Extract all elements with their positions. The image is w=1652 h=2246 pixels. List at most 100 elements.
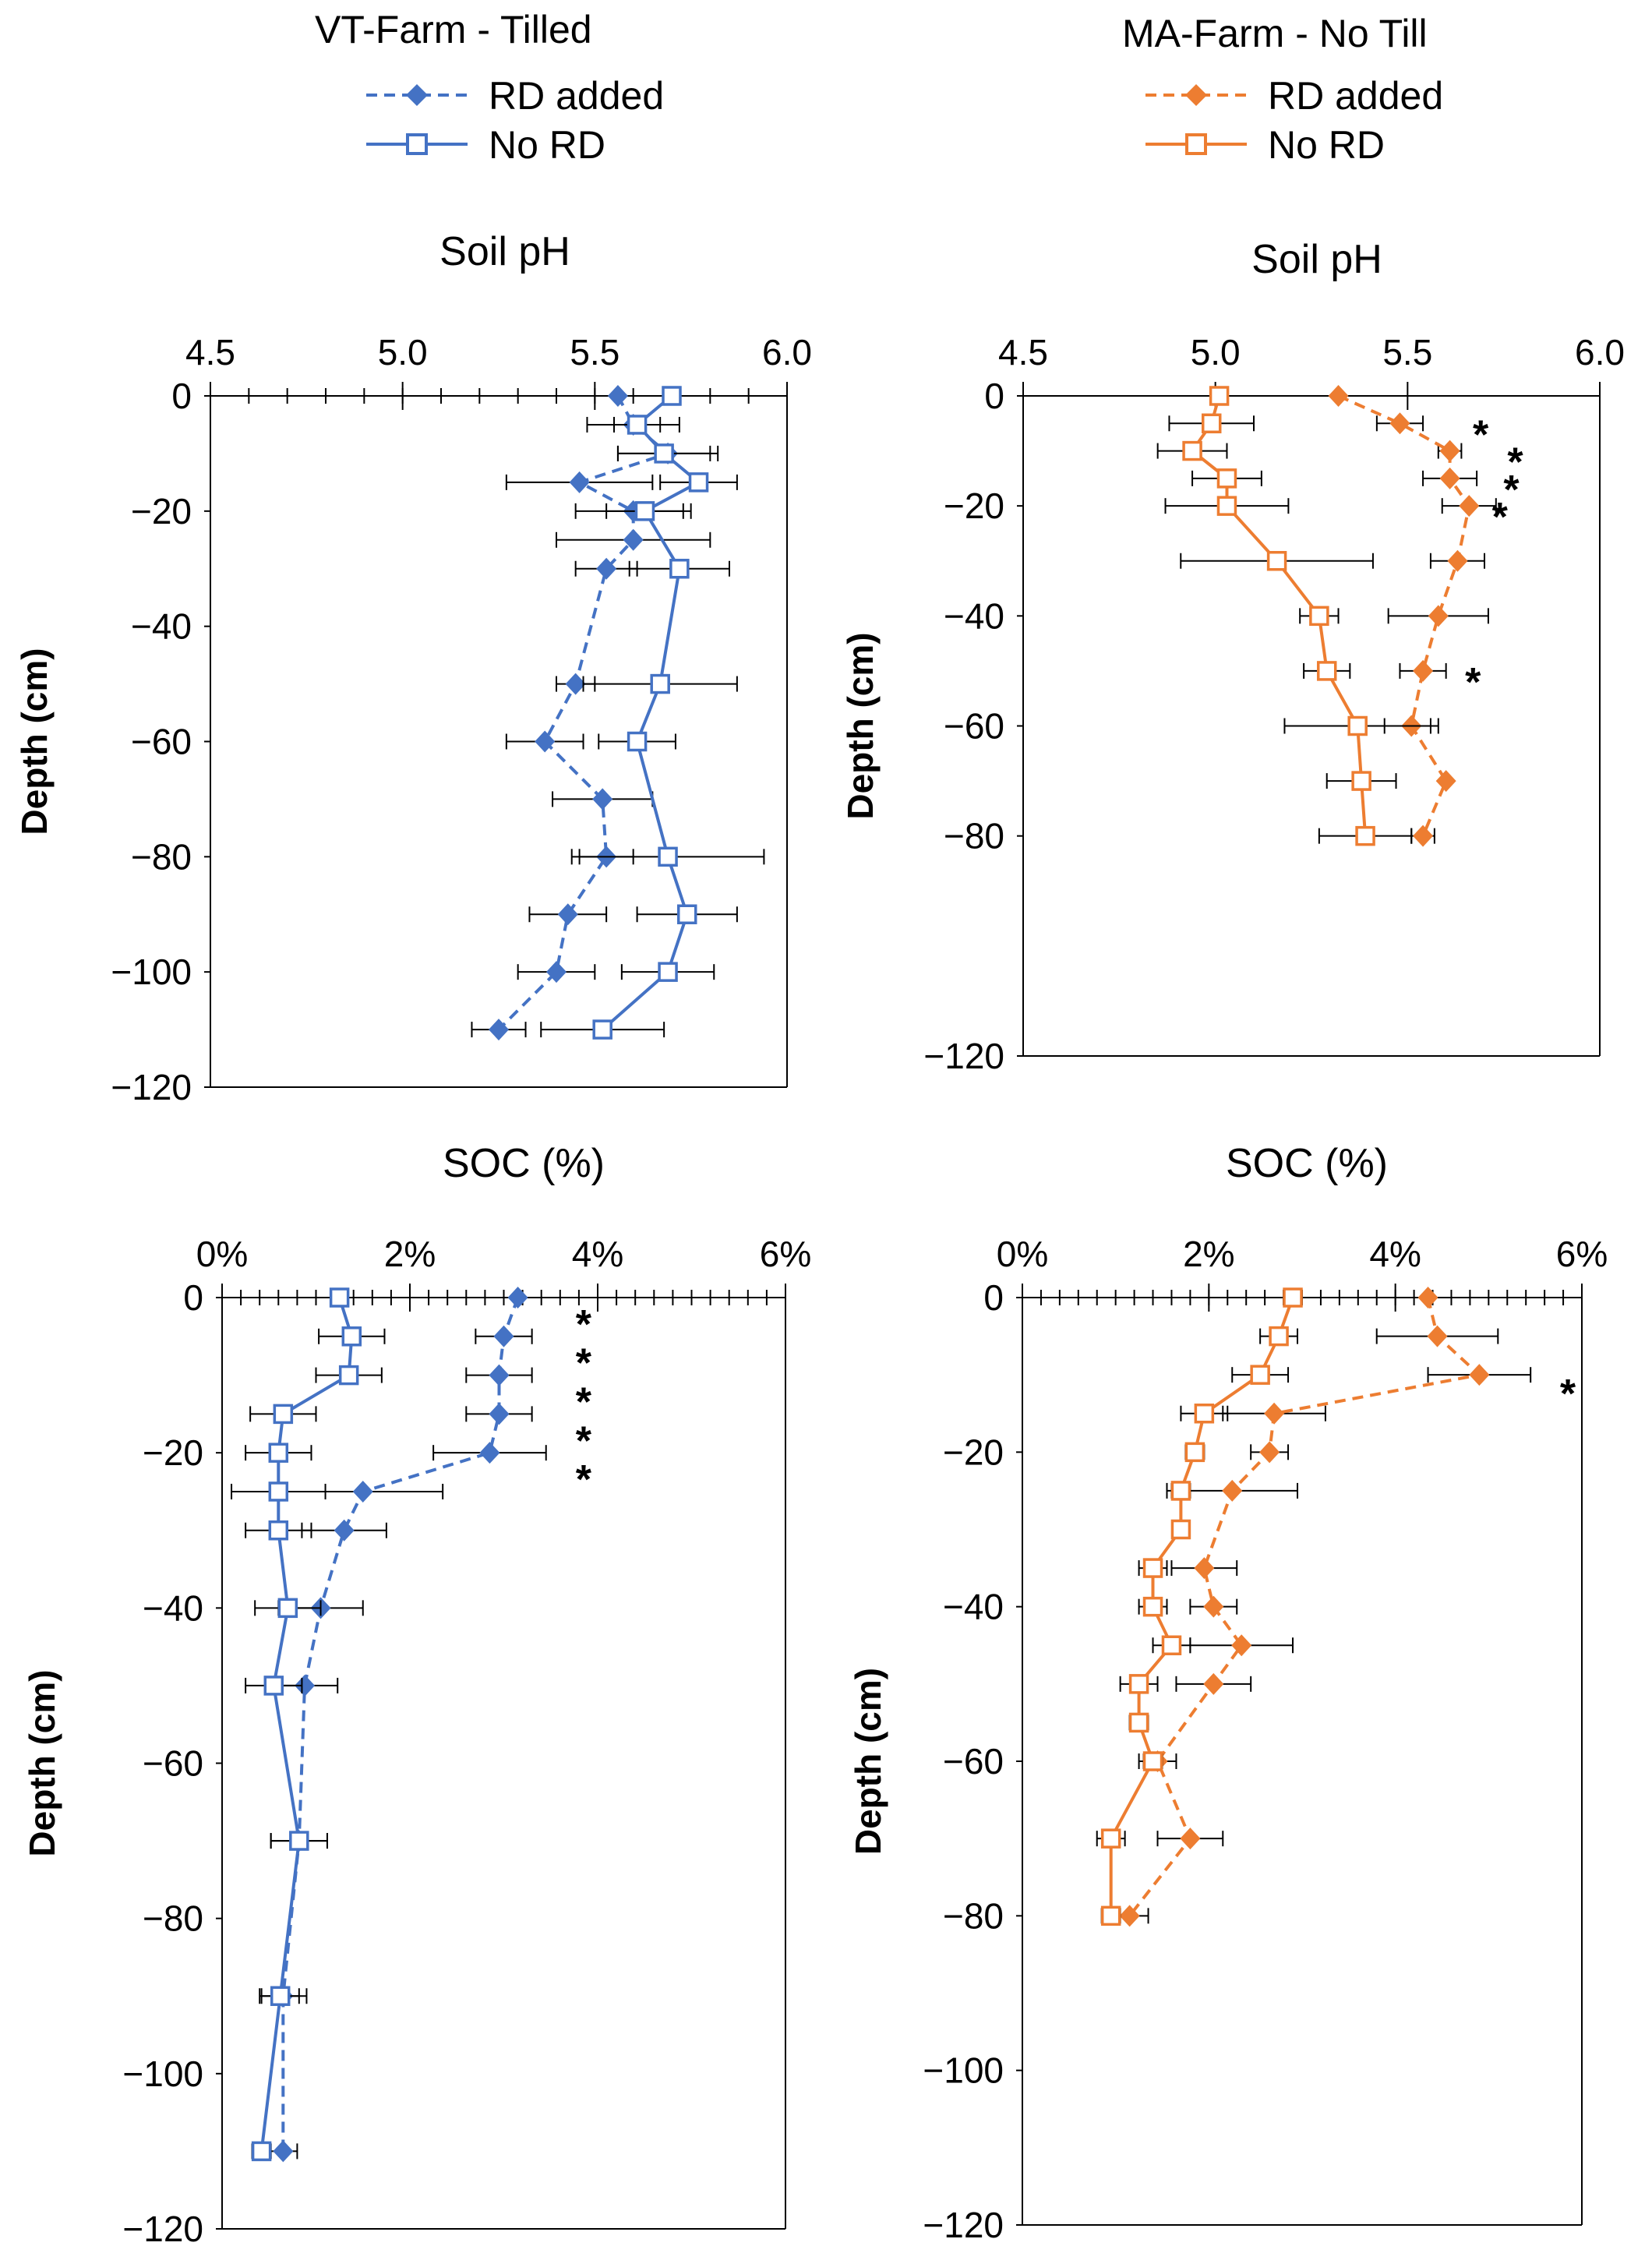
significance-star: * bbox=[576, 1380, 592, 1425]
y-tick-label: −100 bbox=[923, 2050, 1004, 2091]
legend-ma-header: MA-Farm - No Till bbox=[1122, 12, 1428, 55]
y-tick-label: −40 bbox=[944, 595, 1004, 636]
data-point-square bbox=[1269, 1326, 1289, 1347]
data-point-diamond bbox=[565, 673, 586, 695]
data-point-square bbox=[654, 443, 674, 464]
data-point-diamond bbox=[569, 471, 590, 493]
data-point-diamond bbox=[273, 2140, 294, 2163]
data-point-diamond bbox=[1428, 605, 1449, 627]
legend-ma-rd-diamond-icon bbox=[1185, 84, 1207, 106]
data-point-square bbox=[268, 1520, 289, 1541]
legend-vt-rd-swatch bbox=[366, 84, 468, 106]
plot-vt-soc: 0% 2% 4% 6% 0 −20 −40 −60 −80 −100 −120 SOC (%) Dept… bbox=[22, 1141, 811, 2246]
data-point-diamond bbox=[557, 903, 578, 926]
significance-star: * bbox=[576, 1457, 592, 1503]
y-axis-label: Depth (cm) bbox=[840, 632, 881, 819]
x-tick-label: 5.0 bbox=[378, 332, 428, 373]
data-point-square bbox=[277, 1598, 298, 1619]
legend-vt-nord-square-icon bbox=[406, 133, 428, 155]
data-point-diamond bbox=[623, 528, 644, 551]
data-point-diamond bbox=[1459, 495, 1480, 517]
series-rd-added bbox=[259, 1287, 547, 2163]
series-rd-added bbox=[1328, 385, 1497, 847]
data-point-square bbox=[1142, 1558, 1163, 1578]
data-point-square bbox=[270, 1986, 291, 2006]
data-point-square bbox=[1309, 606, 1329, 627]
legend-ma: MA-Farm - No Till RD added No RD bbox=[1122, 12, 1443, 167]
legend-vt-rd-diamond-icon bbox=[406, 84, 428, 106]
legend-ma-nord-square-icon bbox=[1185, 133, 1207, 155]
data-point-square bbox=[1216, 496, 1237, 516]
x-tick-label: 4% bbox=[1369, 1234, 1421, 1274]
x-tick-label: 4% bbox=[572, 1234, 623, 1274]
series-line bbox=[281, 1297, 520, 2152]
series-line bbox=[1190, 395, 1368, 836]
y-tick-label: −100 bbox=[122, 2054, 203, 2094]
data-point-square bbox=[1182, 440, 1202, 461]
data-point-square bbox=[1216, 468, 1237, 489]
data-point-square bbox=[1351, 771, 1371, 791]
chart-title: Soil pH bbox=[1251, 237, 1382, 282]
y-tick-label: −80 bbox=[943, 1895, 1004, 1936]
series-no-rd bbox=[540, 386, 765, 1040]
y-tick-label: −40 bbox=[143, 1587, 203, 1628]
significance-star: * bbox=[576, 1418, 592, 1464]
data-point-square bbox=[289, 1831, 309, 1851]
data-point-square bbox=[627, 415, 648, 435]
data-point-square bbox=[1194, 1404, 1215, 1424]
y-tick-label: −100 bbox=[111, 952, 192, 992]
series-line bbox=[497, 395, 672, 1031]
data-point-diamond bbox=[1119, 1905, 1140, 1927]
x-tick-label: 5.5 bbox=[1382, 332, 1432, 373]
y-tick-label: −20 bbox=[943, 1432, 1004, 1472]
data-point-square bbox=[676, 904, 697, 924]
data-point-square bbox=[1250, 1365, 1270, 1385]
chart-title: SOC (%) bbox=[1226, 1141, 1388, 1186]
data-point-diamond bbox=[1417, 1287, 1438, 1308]
significance-star: * bbox=[1503, 468, 1520, 513]
data-point-square bbox=[1128, 1712, 1149, 1733]
legend-ma-rd-label: RD added bbox=[1268, 74, 1443, 118]
data-point-diamond bbox=[1259, 1441, 1280, 1464]
data-point-square bbox=[1142, 1751, 1163, 1771]
data-point-diamond bbox=[1439, 440, 1460, 462]
data-point-diamond bbox=[1439, 467, 1460, 489]
data-point-square bbox=[1161, 1635, 1182, 1655]
legend-vt-nord-swatch bbox=[366, 133, 468, 155]
x-tick-label: 0% bbox=[196, 1234, 248, 1274]
legend-ma-rd-swatch bbox=[1145, 84, 1247, 106]
plot-vt-soil-ph: 4.5 5.0 5.5 6.0 0 −20 −40 −60 −80 −100 −120 Soil pH… bbox=[14, 229, 812, 1107]
chart-title: SOC (%) bbox=[443, 1141, 605, 1186]
data-point-diamond bbox=[489, 1364, 510, 1386]
data-point-square bbox=[669, 559, 690, 579]
series-line bbox=[1128, 1297, 1483, 1917]
data-point-square bbox=[658, 962, 678, 982]
data-point-diamond bbox=[489, 1019, 509, 1041]
data-point-diamond bbox=[489, 1403, 510, 1425]
y-tick-label: −20 bbox=[944, 486, 1004, 526]
data-point-diamond bbox=[1435, 770, 1456, 793]
data-point-diamond bbox=[1203, 1672, 1224, 1695]
data-point-square bbox=[251, 2141, 272, 2162]
series-no-rd bbox=[231, 1287, 386, 2162]
data-point-diamond bbox=[1222, 1479, 1243, 1502]
series-no-rd bbox=[1156, 386, 1431, 846]
data-point-square bbox=[1283, 1287, 1303, 1308]
legend-ma-nord-label: No RD bbox=[1268, 123, 1385, 167]
y-tick-label: 0 bbox=[984, 376, 1004, 416]
data-point-diamond bbox=[607, 385, 628, 407]
x-tick-label: 6% bbox=[760, 1234, 811, 1274]
data-point-square bbox=[273, 1404, 294, 1425]
significance-star: * bbox=[1492, 495, 1509, 540]
series-no-rd bbox=[1096, 1287, 1303, 1926]
data-point-square bbox=[650, 673, 670, 694]
significance-star: * bbox=[1465, 660, 1481, 705]
series-line bbox=[601, 394, 702, 1031]
significance-star: * bbox=[1473, 412, 1489, 457]
y-tick-label: −80 bbox=[944, 816, 1004, 856]
data-point-diamond bbox=[295, 1674, 316, 1697]
data-point-square bbox=[688, 472, 709, 493]
data-point-square bbox=[634, 501, 655, 521]
y-tick-label: 0 bbox=[183, 1277, 203, 1318]
y-tick-label: −40 bbox=[943, 1587, 1004, 1627]
